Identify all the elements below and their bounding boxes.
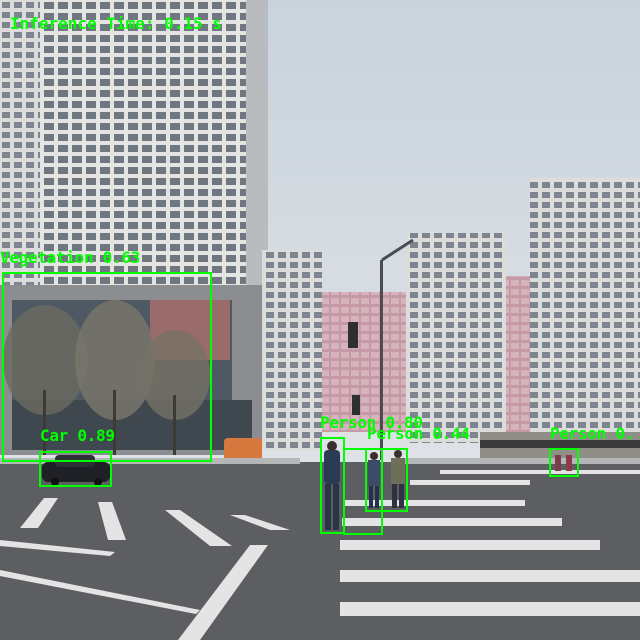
center-right-tower — [406, 233, 506, 443]
person-3 — [391, 450, 405, 508]
street-lamp — [380, 260, 383, 460]
main-tower — [40, 0, 268, 300]
person-1 — [324, 441, 340, 530]
person-4 — [555, 455, 572, 471]
pink-building-left — [322, 292, 410, 432]
road-markings — [0, 498, 290, 640]
right-tower — [530, 178, 640, 458]
traffic-light — [348, 322, 358, 348]
trees — [3, 300, 210, 455]
car — [42, 455, 110, 486]
middle-tower — [262, 250, 322, 450]
crosswalk — [340, 470, 640, 616]
person-2 — [368, 452, 380, 508]
